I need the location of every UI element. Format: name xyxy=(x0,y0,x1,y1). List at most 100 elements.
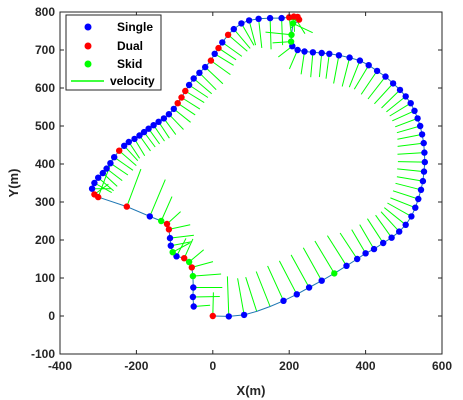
velocity-vector xyxy=(237,278,245,315)
dual-point xyxy=(182,87,189,95)
velocity-vector xyxy=(351,229,367,254)
dual-point xyxy=(188,264,195,271)
skid-point xyxy=(185,258,193,266)
single-point xyxy=(146,213,153,220)
velocity-vector xyxy=(397,168,425,173)
velocity-vector xyxy=(392,190,419,200)
skid-point xyxy=(189,272,197,280)
single-point xyxy=(365,61,372,69)
single-series xyxy=(88,14,428,320)
velocity-vector xyxy=(163,118,177,135)
velocity-vector xyxy=(102,172,118,187)
single-point xyxy=(145,125,152,132)
velocity-vector xyxy=(218,47,237,61)
single-point xyxy=(185,81,193,89)
velocity-vector xyxy=(188,84,209,98)
skid-point xyxy=(289,20,297,27)
x-tick-label: -200 xyxy=(124,359,148,373)
single-point xyxy=(99,169,107,177)
single-point xyxy=(240,311,248,319)
x-tick-label: 600 xyxy=(432,359,452,373)
velocity-vector xyxy=(118,150,137,166)
velocity-vector xyxy=(255,271,271,307)
plot-frame xyxy=(59,11,443,355)
dual-series xyxy=(91,13,303,320)
single-point xyxy=(121,142,128,149)
velocity-vector xyxy=(395,182,422,191)
single-point xyxy=(318,277,325,284)
single-point xyxy=(136,132,143,139)
velocity-vector xyxy=(248,20,257,46)
velocity-vector xyxy=(233,28,251,49)
velocity-vector xyxy=(281,18,284,46)
y-tick-label: 300 xyxy=(35,195,55,209)
single-point xyxy=(301,48,308,55)
y-axis-label: Y(m) xyxy=(6,169,21,198)
velocity-vector xyxy=(267,265,284,302)
velocity-vector xyxy=(389,102,411,117)
skid-point xyxy=(288,31,295,38)
y-tick-label: 0 xyxy=(48,309,55,323)
single-point xyxy=(196,69,203,77)
dual-point xyxy=(215,44,222,52)
legend-single-marker xyxy=(84,23,92,31)
velocity-vector xyxy=(170,241,193,247)
dual-point xyxy=(163,220,171,228)
single-point xyxy=(125,138,132,146)
legend-single-label: Single xyxy=(117,20,153,34)
single-point xyxy=(189,293,197,301)
single-point xyxy=(346,54,353,61)
dual-point xyxy=(165,226,173,233)
velocity-vector xyxy=(128,141,141,159)
single-point xyxy=(107,160,114,167)
velocity-vector xyxy=(193,78,213,95)
velocity-vector xyxy=(160,196,173,222)
velocity-vector xyxy=(149,179,166,217)
velocity-vector xyxy=(97,177,114,192)
skid-series xyxy=(158,20,338,280)
single-point xyxy=(411,107,418,115)
single-point xyxy=(380,239,387,247)
velocity-vector xyxy=(269,18,272,50)
single-point xyxy=(111,154,118,161)
single-point xyxy=(388,234,395,241)
velocity-vector xyxy=(333,55,340,84)
y-tick-label: 700 xyxy=(35,43,55,57)
velocity-vector xyxy=(126,168,142,207)
dual-point xyxy=(209,312,216,320)
velocity-vector xyxy=(359,224,375,250)
velocity-vector xyxy=(341,57,351,87)
velocity-vector xyxy=(397,133,423,140)
legend-skid-label: Skid xyxy=(117,57,142,71)
single-point xyxy=(166,234,174,242)
velocity-vector xyxy=(288,49,299,70)
velocity-vector xyxy=(191,261,214,268)
legend-dual-label: Dual xyxy=(117,39,143,53)
legend-dual-marker xyxy=(84,42,92,50)
velocity-vector xyxy=(380,211,400,232)
velocity-vector xyxy=(214,53,234,66)
single-point xyxy=(225,313,232,320)
velocity-vector xyxy=(172,242,190,253)
velocity-vector xyxy=(302,247,323,281)
single-point xyxy=(326,50,333,57)
single-point xyxy=(318,49,325,57)
single-point xyxy=(417,186,425,193)
single-point xyxy=(190,284,197,291)
single-point xyxy=(278,14,285,22)
velocity-vector xyxy=(300,51,305,75)
dual-point xyxy=(174,100,181,107)
x-tick-label: 200 xyxy=(279,359,299,373)
single-point xyxy=(402,93,409,100)
velocity-vector xyxy=(94,182,112,194)
single-point xyxy=(396,86,404,94)
axis-ticks: -400 -200 0 200 400 600 -100 0 100 200 300 400 500 60… xyxy=(31,5,452,373)
velocity-vector xyxy=(210,60,231,76)
velocity-vector xyxy=(204,66,224,85)
single-point xyxy=(202,63,209,71)
single-point xyxy=(266,14,274,22)
velocity-vector xyxy=(153,124,165,142)
velocity-vector xyxy=(169,234,194,239)
velocity-vector xyxy=(397,152,425,155)
